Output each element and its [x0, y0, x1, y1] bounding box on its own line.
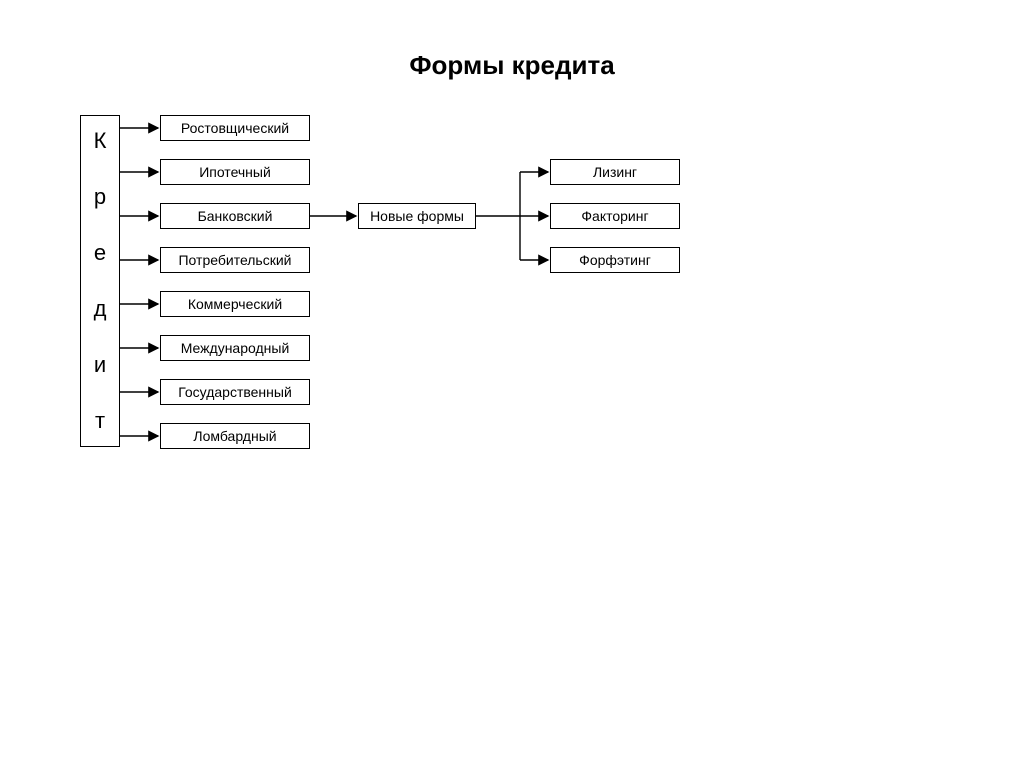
col1-node-3: Потребительский	[160, 247, 310, 273]
col1-node-6-label: Государственный	[178, 384, 292, 400]
col1-node-2: Банковский	[160, 203, 310, 229]
col3-node-1: Факторинг	[550, 203, 680, 229]
col1-node-4: Коммерческий	[160, 291, 310, 317]
col3-node-0-label: Лизинг	[593, 164, 637, 180]
col3-node-1-label: Факторинг	[581, 208, 648, 224]
col1-node-2-label: Банковский	[198, 208, 273, 224]
middle-node-label: Новые формы	[370, 208, 464, 224]
page-title: Формы кредита	[0, 50, 1024, 81]
diagram-canvas: Кредит Ростовщический Ипотечный Банковский П…	[80, 115, 830, 475]
col1-node-0: Ростовщический	[160, 115, 310, 141]
middle-node: Новые формы	[358, 203, 476, 229]
col1-node-5: Международный	[160, 335, 310, 361]
col1-node-6: Государственный	[160, 379, 310, 405]
col1-node-1-label: Ипотечный	[199, 164, 271, 180]
col3-node-2: Форфэтинг	[550, 247, 680, 273]
root-node-label: Кредит	[94, 116, 107, 446]
col1-node-5-label: Международный	[181, 340, 290, 356]
col1-node-4-label: Коммерческий	[188, 296, 282, 312]
col3-node-0: Лизинг	[550, 159, 680, 185]
col1-node-1: Ипотечный	[160, 159, 310, 185]
col1-node-0-label: Ростовщический	[181, 120, 289, 136]
root-node: Кредит	[80, 115, 120, 447]
col1-node-7: Ломбардный	[160, 423, 310, 449]
col1-node-3-label: Потребительский	[178, 252, 291, 268]
col1-node-7-label: Ломбардный	[193, 428, 276, 444]
col3-node-2-label: Форфэтинг	[579, 252, 651, 268]
